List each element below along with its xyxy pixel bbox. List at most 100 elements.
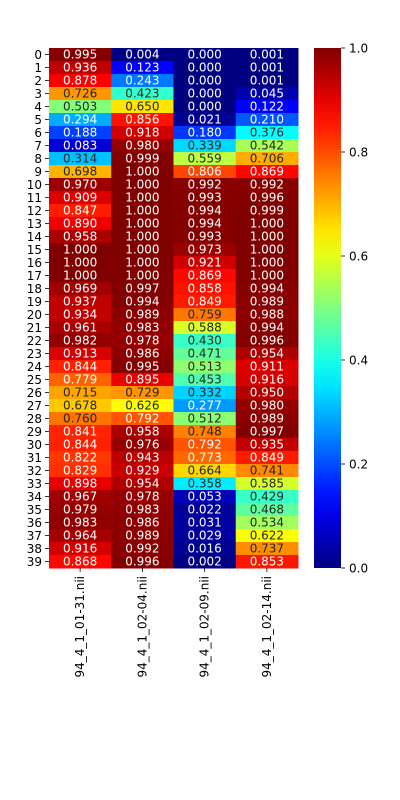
heatmap-cell — [173, 48, 237, 62]
heatmap-cell — [173, 217, 237, 231]
x-axis: 94_4_1_01-31.nii 94_4_1_02-04.nii 94_4_1_0… — [73, 568, 274, 678]
heatmap-cell — [173, 334, 237, 348]
heatmap-cell — [173, 269, 237, 283]
heatmap-cell — [173, 282, 237, 296]
cell-value-label: 0.936 — [63, 61, 97, 75]
cell-value-label: 0.986 — [125, 347, 159, 361]
cell-value-label: 0.958 — [125, 425, 159, 439]
heatmap-cell — [111, 100, 174, 114]
cell-value-label: 0.729 — [125, 386, 159, 400]
heatmap-cell — [173, 347, 237, 361]
heatmap-cell — [173, 204, 237, 218]
cell-value-label: 0.792 — [125, 412, 159, 426]
heatmap-cell — [111, 282, 174, 296]
cell-value-label: 0.890 — [63, 217, 97, 231]
heatmap-cell — [111, 386, 174, 400]
heatmap-cell — [111, 308, 174, 322]
y-tick-label: 17 — [27, 269, 42, 283]
cell-value-label: 0.844 — [63, 360, 97, 374]
heatmap-cell — [173, 87, 237, 101]
cell-value-label: 0.988 — [250, 308, 284, 322]
heatmap-cell — [111, 555, 174, 569]
y-axis: 0123456789101112131415161718192021222324… — [27, 48, 49, 569]
cell-value-label: 0.992 — [125, 542, 159, 556]
cell-value-label: 0.961 — [63, 321, 97, 335]
colorbar-tick-label: 0.4 — [349, 354, 368, 368]
cell-value-label: 0.000 — [187, 61, 221, 75]
cell-value-label: 0.986 — [125, 516, 159, 530]
cell-value-label: 0.982 — [63, 334, 97, 348]
heatmap-cell — [111, 373, 174, 387]
heatmap-cell — [111, 516, 174, 530]
cell-value-label: 0.996 — [250, 334, 284, 348]
cell-value-label: 0.822 — [63, 451, 97, 465]
cell-value-label: 0.847 — [63, 204, 97, 218]
cell-value-label: 0.995 — [125, 360, 159, 374]
cell-value-label: 0.983 — [63, 516, 97, 530]
heatmap-cell — [235, 477, 299, 491]
y-tick-label: 21 — [27, 321, 42, 335]
heatmap-cell — [235, 243, 299, 257]
cell-value-label: 1.000 — [250, 256, 284, 270]
heatmap-cell — [173, 425, 237, 439]
cell-value-label: 0.895 — [125, 373, 159, 387]
heatmap-cell — [235, 529, 299, 543]
cell-value-label: 0.994 — [187, 217, 221, 231]
heatmap-cell — [235, 139, 299, 153]
heatmap-cell — [111, 126, 174, 140]
heatmap-cell — [235, 399, 299, 413]
heatmap-cell — [173, 100, 237, 114]
cell-value-label: 0.992 — [250, 178, 284, 192]
cell-value-label: 0.314 — [63, 152, 97, 166]
cell-value-label: 0.000 — [187, 48, 221, 62]
y-tick-label: 20 — [27, 308, 42, 322]
cell-value-label: 0.748 — [187, 425, 221, 439]
heatmap-cell — [111, 295, 174, 309]
heatmap-cell — [49, 87, 112, 101]
cell-value-label: 0.585 — [250, 477, 284, 491]
colorbar-tick-label: 0.6 — [349, 250, 368, 264]
cell-value-label: 0.978 — [125, 490, 159, 504]
cell-value-label: 0.773 — [187, 451, 221, 465]
cell-value-label: 1.000 — [125, 230, 159, 244]
cell-value-label: 0.994 — [125, 295, 159, 309]
heatmap-cell — [173, 61, 237, 75]
colorbar-tick-label: 0.2 — [349, 458, 368, 472]
heatmap-cell — [111, 87, 174, 101]
cell-value-label: 0.588 — [187, 321, 221, 335]
heatmap-cell — [235, 516, 299, 530]
heatmap-cell — [49, 256, 112, 270]
heatmap-cell — [173, 516, 237, 530]
heatmap-cell — [49, 48, 112, 62]
y-tick-label: 39 — [27, 555, 42, 569]
cell-value-label: 1.000 — [250, 217, 284, 231]
cell-value-label: 0.471 — [187, 347, 221, 361]
heatmap-cell — [173, 412, 237, 426]
cell-value-label: 0.045 — [250, 87, 284, 101]
heatmap-cell — [49, 204, 112, 218]
cell-value-label: 0.031 — [187, 516, 221, 530]
cell-value-label: 0.929 — [125, 464, 159, 478]
heatmap-cell — [173, 360, 237, 374]
heatmap-cell — [111, 178, 174, 192]
heatmap-cell — [49, 425, 112, 439]
heatmap-cell — [111, 464, 174, 478]
heatmap-cell — [49, 61, 112, 75]
cell-value-label: 1.000 — [250, 230, 284, 244]
heatmap-cell — [235, 334, 299, 348]
y-tick-label: 11 — [27, 191, 42, 205]
cell-value-label: 0.911 — [250, 360, 284, 374]
heatmap-cell — [235, 191, 299, 205]
colorbar: 0.0 0.2 0.4 0.6 0.8 1.0 — [314, 42, 368, 576]
y-tick-label: 13 — [27, 217, 42, 231]
heatmap-cell — [49, 503, 112, 517]
y-tick-label: 8 — [34, 152, 42, 166]
cell-value-label: 0.332 — [187, 386, 221, 400]
cell-value-label: 0.698 — [63, 165, 97, 179]
heatmap-cell — [49, 295, 112, 309]
heatmap-cell — [49, 178, 112, 192]
cell-value-label: 0.983 — [125, 321, 159, 335]
heatmap-cell — [111, 243, 174, 257]
heatmap-cell — [173, 139, 237, 153]
y-tick-label: 16 — [27, 256, 42, 270]
